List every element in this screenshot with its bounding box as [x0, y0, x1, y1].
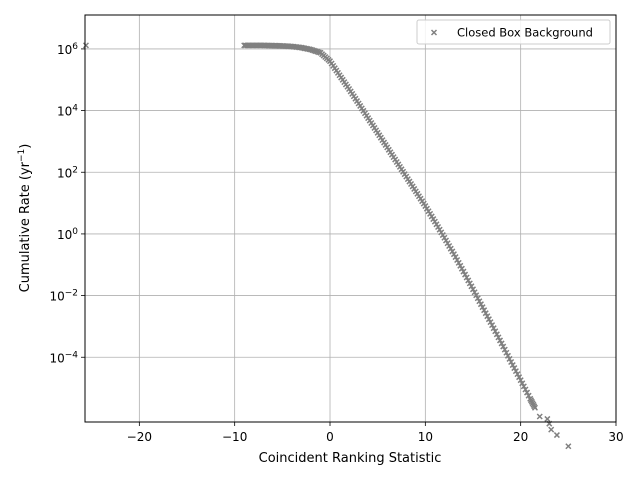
data-point: [481, 307, 488, 314]
data-point: [454, 256, 461, 264]
y-tick-label: 106: [57, 42, 78, 57]
data-point: [458, 265, 465, 272]
data-point: [315, 49, 322, 56]
legend: Closed Box Background: [416, 19, 611, 45]
x-tick-label: 0: [326, 430, 334, 444]
data-point: [452, 254, 459, 261]
data-point: [490, 325, 497, 332]
data-point: [495, 334, 502, 341]
data-point: [462, 271, 469, 278]
y-tick-label-exponent: 2: [72, 165, 78, 175]
data-point: [525, 392, 532, 399]
y-axis-label-base: Cumulative Rate (yr: [18, 161, 33, 292]
legend-box: [416, 19, 611, 45]
data-point: [460, 268, 467, 275]
y-tick-label-base: 10: [57, 105, 72, 119]
x-tick-label: 30: [608, 430, 623, 444]
y-axis-label-sup: −1: [17, 149, 27, 162]
data-point: [512, 368, 519, 375]
data-point: [82, 42, 89, 49]
data-point: [482, 310, 489, 317]
data-point: [477, 301, 484, 308]
y-tick-label: 104: [57, 104, 78, 119]
x-tick-label: 20: [513, 430, 528, 444]
data-point: [504, 352, 511, 359]
data-point: [496, 337, 504, 344]
y-tick-label: 102: [57, 165, 78, 180]
data-point: [466, 280, 473, 287]
x-tick-label: −20: [127, 430, 152, 444]
plot-frame: [84, 14, 617, 423]
data-point: [500, 343, 507, 350]
data-point: [506, 355, 513, 362]
data-point: [457, 262, 464, 269]
y-tick-label: 10−4: [49, 350, 78, 365]
data-point: [476, 298, 483, 305]
data-points: [82, 42, 572, 450]
data-point: [509, 362, 516, 369]
data-point: [536, 413, 543, 420]
data-point: [492, 328, 499, 335]
data-point: [498, 340, 505, 347]
y-tick-label-base: 10: [57, 166, 72, 180]
x-tick-label: 10: [418, 430, 433, 444]
data-point: [489, 322, 496, 329]
x-tick-label: −10: [222, 430, 247, 444]
data-point: [465, 277, 472, 284]
data-point: [508, 358, 515, 366]
grid-lines: [85, 15, 617, 422]
data-point: [474, 295, 481, 302]
y-tick-label-base: 10: [49, 290, 64, 304]
data-point: [485, 316, 492, 323]
data-point: [531, 404, 538, 411]
data-point: [514, 371, 521, 378]
data-point: [473, 292, 480, 299]
y-tick-label-exponent: 6: [72, 42, 78, 52]
legend-marker-icon: [430, 29, 438, 36]
data-point: [548, 426, 555, 433]
data-point: [520, 383, 527, 390]
y-tick-label-exponent: 0: [72, 227, 78, 237]
legend-label: Closed Box Background: [457, 26, 593, 40]
data-point: [544, 415, 551, 422]
data-point: [553, 432, 560, 439]
data-point: [479, 304, 486, 311]
y-tick-label-base: 10: [49, 351, 64, 365]
data-point: [471, 289, 478, 296]
y-tick-label-base: 10: [57, 43, 72, 57]
x-axis-label: Coincident Ranking Statistic: [259, 451, 442, 466]
data-point: [484, 313, 491, 320]
data-point: [469, 286, 477, 293]
data-point: [493, 331, 500, 338]
data-point: [455, 259, 462, 266]
data-point: [503, 349, 510, 356]
data-point: [522, 386, 529, 393]
y-axis-label: Cumulative Rate (yr−1): [17, 144, 33, 293]
data-point: [463, 274, 470, 281]
data-point: [468, 283, 475, 290]
data-point: [450, 251, 457, 258]
x-axis-ticks: −20 −10 0 10 20 30: [127, 422, 624, 444]
y-tick-label-base: 10: [57, 228, 72, 242]
data-point: [511, 365, 518, 372]
y-tick-label: 10−2: [49, 289, 78, 304]
y-tick-label-exponent: 4: [72, 104, 78, 114]
data-point: [487, 319, 494, 326]
data-point: [565, 443, 572, 450]
data-point: [516, 374, 523, 381]
data-point: [517, 377, 524, 384]
data-point: [519, 380, 526, 387]
y-tick-label-exponent: −4: [65, 350, 79, 360]
y-tick-label-exponent: −2: [65, 289, 78, 299]
y-tick-label: 100: [57, 227, 78, 242]
y-axis-label-close: ): [18, 144, 33, 149]
data-point: [501, 346, 508, 353]
data-point: [523, 389, 531, 396]
